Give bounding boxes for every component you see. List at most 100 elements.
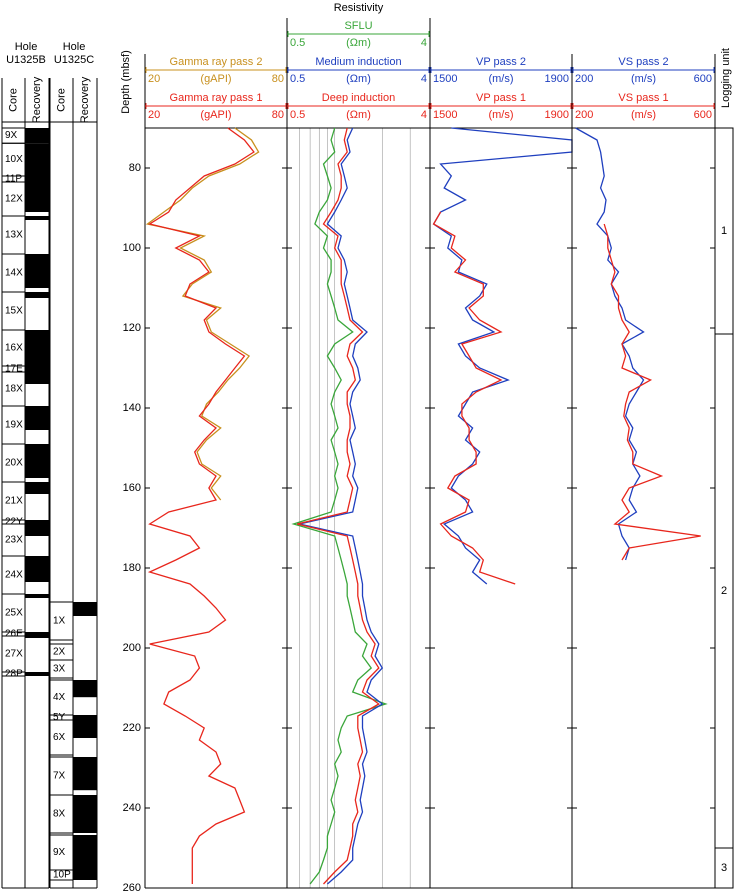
recovery xyxy=(25,636,49,638)
log-curve xyxy=(432,127,573,585)
recovery xyxy=(25,292,49,298)
scale-min: 0.5 xyxy=(290,37,305,49)
scale-max: 1900 xyxy=(545,109,569,121)
core-label: 2X xyxy=(53,647,66,658)
legend-label: SFLU xyxy=(344,20,372,32)
core-label: 22Y xyxy=(5,517,23,528)
recovery xyxy=(25,406,49,430)
units-frame xyxy=(714,127,734,889)
log-curve xyxy=(432,211,516,585)
recovery xyxy=(73,835,97,870)
y-tick-label: 260 xyxy=(123,882,141,894)
y-tick-label: 160 xyxy=(123,482,141,494)
unit-label: 2 xyxy=(721,585,727,597)
core-label: 27X xyxy=(5,649,23,660)
y-tick-label: 220 xyxy=(123,722,141,734)
recovery xyxy=(25,366,49,372)
scale-min: 200 xyxy=(575,109,593,121)
core-label: 9X xyxy=(5,130,18,141)
hole-label: Hole xyxy=(15,41,38,53)
recovery xyxy=(73,680,97,698)
recovery xyxy=(73,715,97,720)
recovery xyxy=(25,254,49,288)
log-curve xyxy=(147,127,255,884)
scale-unit: (Ωm) xyxy=(346,73,371,85)
core-label: 1X xyxy=(53,616,66,627)
recovery xyxy=(25,520,49,524)
y-tick-label: 120 xyxy=(123,322,141,334)
legend-label: VS pass 1 xyxy=(618,92,668,104)
core-label: 10P xyxy=(53,870,71,881)
core-label: 5Y xyxy=(53,712,66,723)
core-label: 23X xyxy=(5,535,23,546)
legend-label: Medium induction xyxy=(315,56,401,68)
recovery xyxy=(73,602,97,616)
scale-unit: (gAPI) xyxy=(200,109,231,121)
y-tick-label: 100 xyxy=(123,242,141,254)
scale-max: 80 xyxy=(272,73,284,85)
y-tick-label: 240 xyxy=(123,802,141,814)
scale-unit: (Ωm) xyxy=(346,37,371,49)
log-curve xyxy=(603,223,701,561)
column-label: Recovery xyxy=(79,76,91,123)
scale-max: 80 xyxy=(272,109,284,121)
hole-name: U1325C xyxy=(54,54,94,66)
recovery xyxy=(25,176,49,182)
recovery xyxy=(25,556,49,582)
column-label: Core xyxy=(55,88,67,112)
core-label: 14X xyxy=(5,268,23,279)
core-label: 11P xyxy=(5,174,22,185)
log-curve xyxy=(297,127,380,885)
scale-min: 20 xyxy=(148,73,160,85)
scale-max: 4 xyxy=(421,37,427,49)
core-label: 24X xyxy=(5,570,23,581)
recovery xyxy=(25,143,49,176)
legend-label: Deep induction xyxy=(322,92,395,104)
core-label: 3X xyxy=(53,664,66,675)
legend-label: Gamma ray pass 2 xyxy=(170,56,263,68)
recovery xyxy=(25,330,49,366)
scale-unit: (gAPI) xyxy=(200,73,231,85)
legend-label: Gamma ray pass 1 xyxy=(170,92,263,104)
core-label: 21X xyxy=(5,496,23,507)
recovery xyxy=(25,594,49,598)
recovery xyxy=(25,128,49,144)
recovery xyxy=(73,795,97,833)
log-curve xyxy=(299,127,384,885)
core-label: 16X xyxy=(5,343,23,354)
legend-label: VP pass 2 xyxy=(476,56,526,68)
core-label: 28P xyxy=(5,669,23,680)
core-label: 25X xyxy=(5,608,23,619)
hole-name: U1325B xyxy=(6,54,46,66)
y-tick-label: 180 xyxy=(123,562,141,574)
recovery xyxy=(25,444,49,478)
scale-min: 200 xyxy=(575,73,593,85)
scale-max: 1900 xyxy=(545,73,569,85)
recovery xyxy=(25,482,49,494)
scale-unit: (m/s) xyxy=(631,109,656,121)
recovery xyxy=(25,524,49,536)
core-label: 20X xyxy=(5,458,23,469)
scale-unit: (Ωm) xyxy=(346,109,371,121)
scale-min: 0.5 xyxy=(290,73,305,85)
column-label: Core xyxy=(7,88,19,112)
y-tick-label: 200 xyxy=(123,642,141,654)
recovery xyxy=(25,372,49,384)
log-curve xyxy=(575,127,645,561)
hole-label: Hole xyxy=(63,41,86,53)
legend-label: VP pass 1 xyxy=(476,92,526,104)
track-title: Logging unit xyxy=(720,48,732,108)
core-label: 18X xyxy=(5,384,23,395)
column-label: Recovery xyxy=(31,76,43,123)
core-label: 19X xyxy=(5,420,23,431)
log-curve xyxy=(145,127,260,501)
recovery xyxy=(73,757,97,791)
scale-unit: (m/s) xyxy=(631,73,656,85)
core-label: 9X xyxy=(53,847,66,858)
recovery xyxy=(73,870,97,880)
scale-unit: (m/s) xyxy=(488,73,513,85)
scale-unit: (m/s) xyxy=(488,109,513,121)
recovery xyxy=(25,216,49,220)
recovery xyxy=(25,632,49,636)
